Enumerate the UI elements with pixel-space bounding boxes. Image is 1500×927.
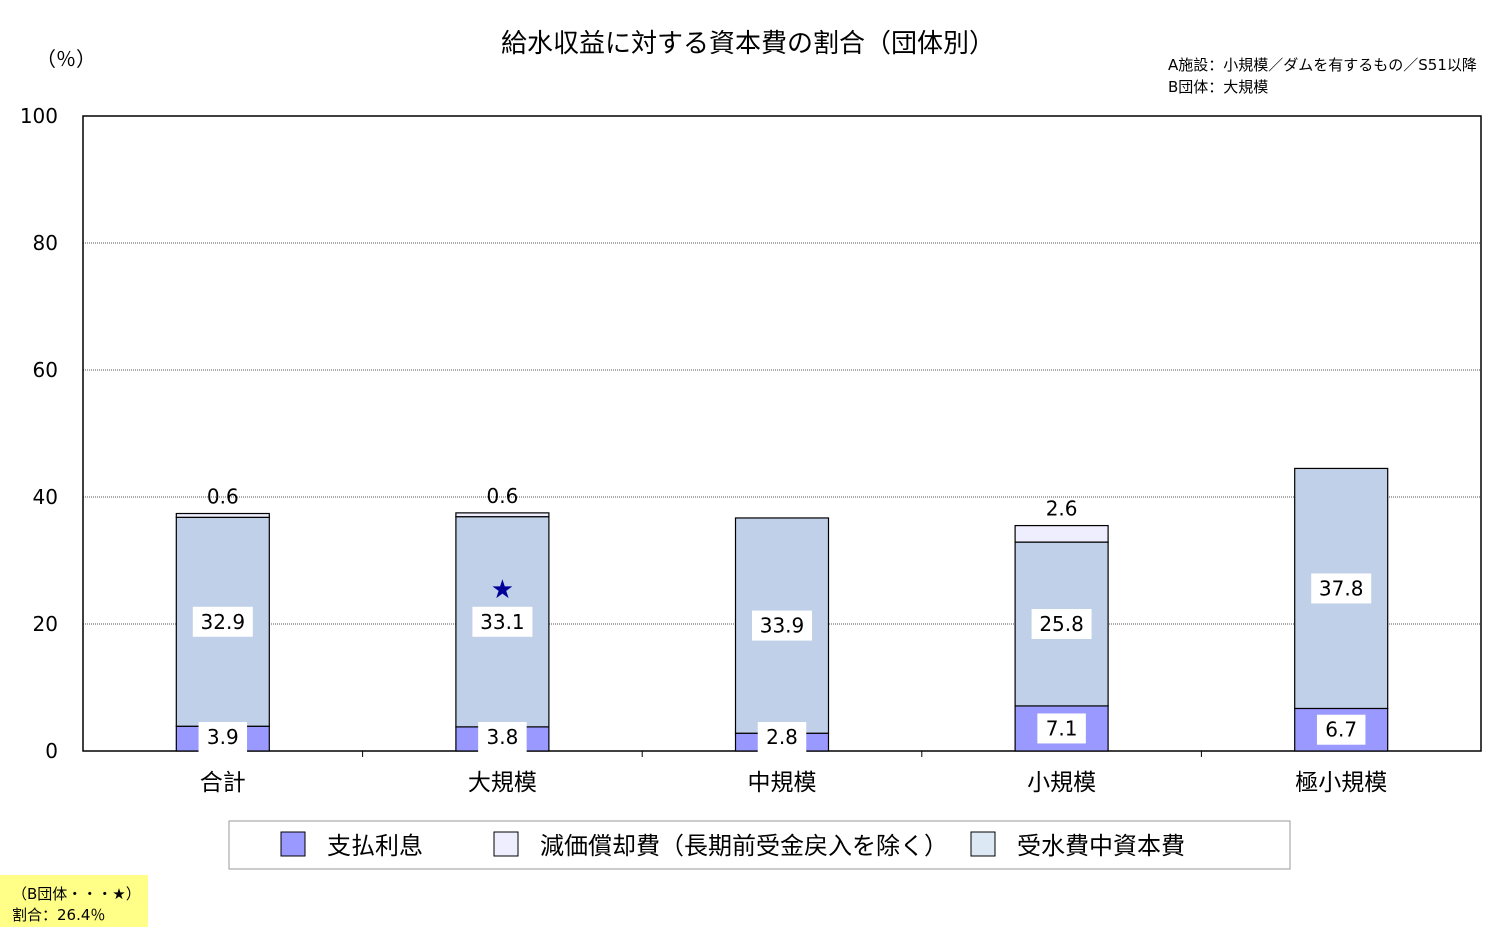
legend-label: 支払利息 [327,832,423,860]
y-tick-label: 40 [33,485,58,509]
legend: 支払利息 減価償却費（長期前受金戻入を除く） 受水費中資本費 [228,820,1291,870]
data-label-bg [1031,609,1092,639]
data-label: 0.6 [207,485,239,509]
category-label: 中規模 [748,770,817,796]
y-tick-label: 0 [45,739,58,763]
legend-swatch [970,831,996,857]
chart-title: 給水収益に対する資本費の割合（団体別） [501,29,995,59]
data-label-bg [478,722,527,752]
data-label: 32.9 [201,610,246,634]
legend-box [228,820,1291,870]
data-label: 3.9 [207,725,239,749]
data-label-bg [1316,714,1366,745]
category-label: 小規模 [1027,770,1096,796]
bar-2-3 [1014,524,1109,543]
bars: 3.9 32.9 0.6 3.8 33.1 0.6 2.8 33.9 7.1 25.8 2.6 6.7… [175,467,1389,752]
y-axis-unit: （％） [36,47,96,71]
data-label-bg [1311,573,1372,604]
category-label: 大規模 [468,770,537,796]
x-axis: 合計 大規模 中規模 小規模 極小規模 [200,751,1387,796]
memo-line1: （B団体・・・★） [12,885,141,903]
note-a: A施設：小規模／ダムを有するもの／S51以降 [1168,56,1477,74]
star-marker-icon: ★ [491,575,514,605]
category-label: 合計 [200,770,246,796]
data-label: 3.8 [486,725,518,749]
data-label: 25.8 [1039,612,1084,636]
y-tick-label: 100 [20,104,58,128]
bar-2-1 [455,512,550,518]
legend-swatch [493,831,519,857]
data-label: 6.7 [1325,718,1357,742]
y-tick-label: 80 [33,231,58,255]
memo-line2: 割合：26.4％ [12,906,105,924]
data-label: 2.8 [766,725,798,749]
memo-box: （B団体・・・★） 割合：26.4％ [0,875,148,927]
y-tick-label: 20 [33,612,58,636]
memo-background [0,875,148,927]
data-label: 2.6 [1046,497,1078,521]
data-label: 7.1 [1046,716,1078,740]
bar-2-0 [175,512,270,518]
data-label: 37.8 [1319,576,1364,600]
data-label: 33.1 [480,610,525,634]
data-label: 33.9 [760,614,805,638]
data-label-bg [198,722,248,752]
data-label-bg [192,606,253,637]
data-label-bg [472,606,533,637]
data-label-bg [752,610,812,641]
y-tick-label: 60 [33,358,58,382]
category-label: 極小規模 [1295,770,1387,796]
data-label-bg [1037,713,1086,744]
legend-label: 減価償却費（長期前受金戻入を除く） [540,832,948,860]
data-label: 0.6 [486,484,518,508]
y-axis: 0 20 40 60 80 100 [20,104,58,763]
legend-label: 受水費中資本費 [1017,832,1185,860]
note-b: B団体：大規模 [1168,78,1268,96]
data-label-bg [757,722,807,752]
legend-swatch [280,831,306,857]
